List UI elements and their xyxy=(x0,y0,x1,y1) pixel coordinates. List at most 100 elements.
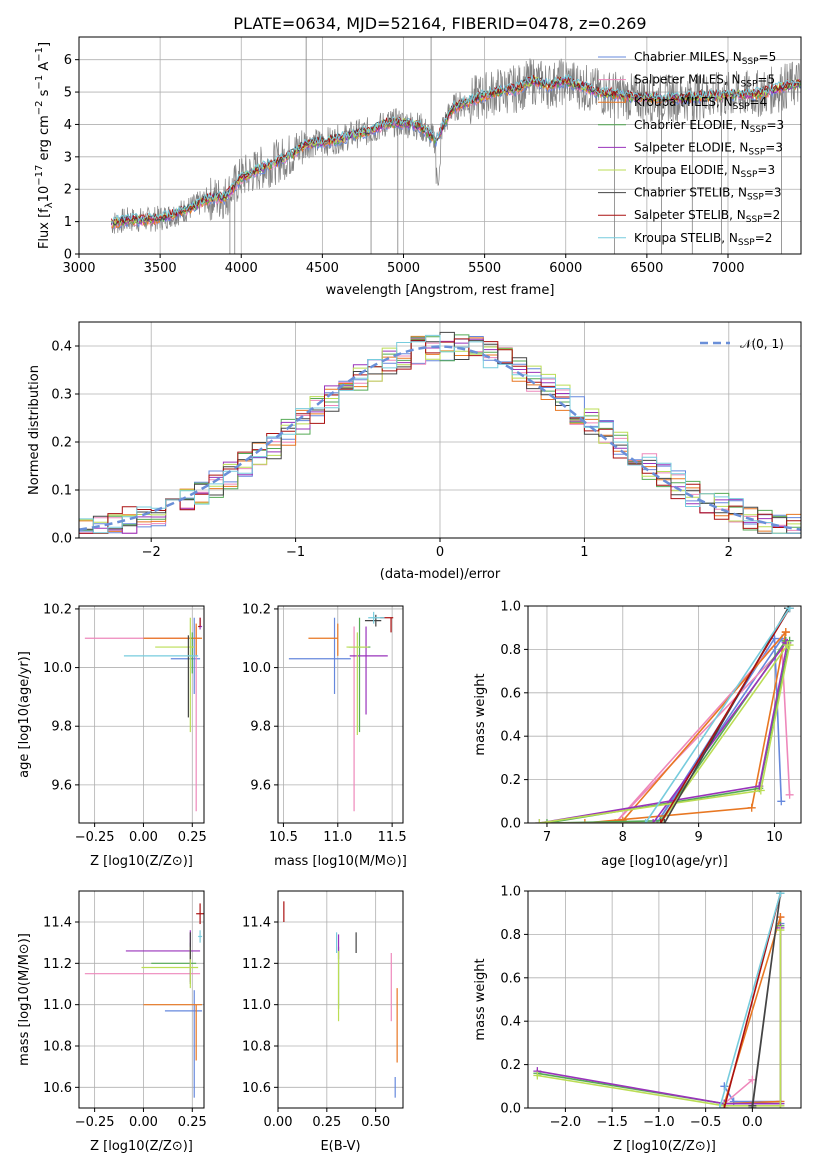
panel-weight_vs_Z: −2.0 −1.5 −1.0 −0.5 0.0 0.0 0.2 0.4 0.6 0.8 1.0 Z [… xyxy=(473,885,802,1154)
y-tick-label: 10.8 xyxy=(43,1040,72,1055)
weight-point xyxy=(781,628,790,637)
y-tick-label: 11.4 xyxy=(242,916,271,931)
weight-line-9 xyxy=(718,892,782,1108)
plot-area-spectrum xyxy=(79,37,801,254)
y-tick-label: 0.2 xyxy=(500,773,521,788)
legend-label-end: =5 xyxy=(757,73,775,87)
plot-area-weight_vs_age xyxy=(528,606,801,823)
y-tick-label: 11.0 xyxy=(242,998,271,1013)
x-tick-label: 7 xyxy=(543,830,551,845)
x-axis-label: wavelength [Angstrom, rest frame] xyxy=(326,283,555,298)
y-tick-label: 0.6 xyxy=(500,686,521,701)
legend-label-sub: SSP xyxy=(747,193,764,203)
y-tick-label: 0.0 xyxy=(51,532,72,547)
legend-label-sub: SSP xyxy=(741,170,758,180)
y-tick-label: 10.2 xyxy=(242,602,271,617)
y-tick-label: 11.2 xyxy=(43,957,72,972)
legend-label: Chabrier MILES, NSSP=5 xyxy=(634,50,776,67)
y-label-part: −1 xyxy=(34,75,45,90)
y-axis-label: Normed distribution xyxy=(27,365,42,495)
weight-line-2 xyxy=(614,631,791,823)
legend-label-sub: SSP xyxy=(748,147,765,157)
y-tick-label: 5 xyxy=(64,86,72,101)
x-axis-label: (data-model)/error xyxy=(380,567,501,582)
weight-line-6 xyxy=(539,644,791,823)
y-label-part: ] xyxy=(37,42,52,47)
weight-line-9 xyxy=(644,607,791,823)
x-tick-label: 4000 xyxy=(225,261,258,276)
x-tick-label: −2.0 xyxy=(550,1115,582,1130)
y-axis-label: Flux [fλ10−17 erg cm−2 s−1 A−1] xyxy=(34,42,55,249)
panel-age_vs_Z: −0.25 0.00 0.25 9.6 9.8 10.0 10.2 Z [log10(Z/Z⊙… xyxy=(17,602,207,869)
plot-area-residuals xyxy=(79,322,801,538)
histogram-7 xyxy=(79,331,801,534)
weight-point xyxy=(785,606,794,613)
panel-mass_vs_ebv: 0.00 0.25 0.50 10.6 10.8 11.0 11.2 11.4 E(B-V) xyxy=(242,890,404,1154)
y-tick-label: 1.0 xyxy=(500,600,521,615)
panel-weight_vs_age: 7 8 9 10 0.0 0.2 0.4 0.6 0.8 1.0 age [log10(age/yr… xyxy=(473,600,802,869)
y-tick-label: 0.4 xyxy=(500,1015,521,1030)
x-tick-label: 3500 xyxy=(144,261,177,276)
legend-label-main: Salpeter STELIB, N xyxy=(634,208,746,222)
legend-label-main: Kroupa MILES, N xyxy=(634,95,733,109)
x-tick-label: 11.0 xyxy=(323,830,352,845)
y-tick-label: 10.0 xyxy=(242,661,271,676)
axes-frame xyxy=(78,321,802,539)
weight-point xyxy=(776,1101,785,1108)
histogram-9 xyxy=(79,334,801,534)
x-tick-label: 1 xyxy=(580,545,588,560)
x-tick-label: 5500 xyxy=(468,261,501,276)
weight-point xyxy=(785,790,794,799)
y-axis-label: mass weight xyxy=(473,958,488,1040)
panel-mass_vs_Z: −0.25 0.00 0.25 10.6 10.8 11.0 11.2 11.4 Z [log1… xyxy=(17,890,207,1154)
weight-point xyxy=(776,926,785,935)
legend-label-end: =3 xyxy=(766,118,784,132)
x-tick-label: 11.5 xyxy=(378,830,407,845)
y-tick-label: 10.0 xyxy=(43,661,72,676)
axes-frame xyxy=(527,605,802,824)
y-tick-label: 10.2 xyxy=(43,602,72,617)
legend-label: Salpeter MILES, NSSP=5 xyxy=(634,73,775,90)
legend-label: Chabrier ELODIE, NSSP=3 xyxy=(634,118,784,135)
y-tick-label: 4 xyxy=(64,118,72,133)
x-axis-label: age [log10(age/yr)] xyxy=(601,854,728,869)
legend-label-end: =2 xyxy=(763,208,781,222)
weight-point xyxy=(720,1104,729,1108)
legend-label-end: =3 xyxy=(757,163,775,177)
histogram-6 xyxy=(79,338,801,534)
legend-label-main: Chabrier STELIB, N xyxy=(634,186,747,200)
legend-label: Kroupa MILES, NSSP=4 xyxy=(634,95,767,112)
weight-point xyxy=(748,1104,757,1108)
weight-point xyxy=(756,786,765,795)
legend-label-sub: SSP xyxy=(738,238,755,248)
x-axis-label: mass [log10(M/M⊙)] xyxy=(274,854,407,869)
axes-frame xyxy=(78,605,205,824)
y-tick-label: 10.8 xyxy=(242,1040,271,1055)
weight-point xyxy=(649,819,658,823)
legend-label-main: Chabrier ELODIE, N xyxy=(634,118,750,132)
axes-frame xyxy=(78,36,802,255)
legend-label-main: Chabrier MILES, N xyxy=(634,50,742,64)
x-tick-label: 0.0 xyxy=(742,1115,763,1130)
weight-point xyxy=(533,1071,542,1080)
x-tick-label: −1.0 xyxy=(643,1115,675,1130)
x-tick-label: 0.00 xyxy=(129,830,158,845)
x-tick-label: −0.5 xyxy=(690,1115,722,1130)
model-line-9 xyxy=(111,73,801,224)
plot-layer: 3000 3500 4000 4500 5000 5500 6000 6500 7000 0 1 2 3… xyxy=(17,36,802,1154)
legend-label-sub: SSP xyxy=(742,57,759,67)
legend-label-sub: SSP xyxy=(741,80,758,90)
x-tick-label: −2 xyxy=(142,545,161,560)
x-tick-label: −0.25 xyxy=(75,830,115,845)
weight-point xyxy=(535,819,544,823)
y-label-part: A xyxy=(37,62,52,75)
y-tick-label: 1.0 xyxy=(500,885,521,900)
y-tick-label: 3 xyxy=(64,150,72,165)
normal-reference-curve xyxy=(79,345,801,531)
x-tick-label: 9 xyxy=(694,830,702,845)
y-tick-label: 0.4 xyxy=(500,730,521,745)
legend-label-end: =3 xyxy=(764,186,782,200)
y-tick-label: 11.0 xyxy=(43,998,72,1013)
x-tick-label: 6500 xyxy=(630,261,663,276)
